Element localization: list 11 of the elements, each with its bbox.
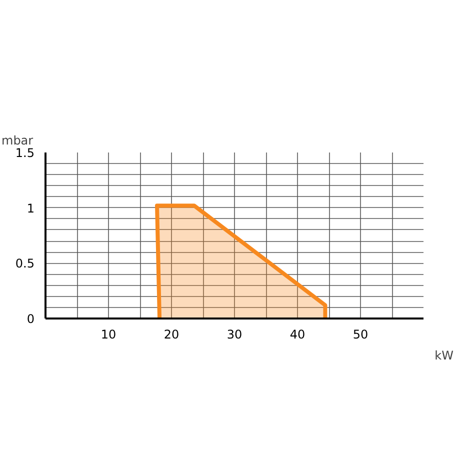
x-tick-label: 10 <box>100 328 116 342</box>
x-tick-label: 40 <box>290 328 306 342</box>
y-tick-label: 0.5 <box>15 256 35 271</box>
y-axis-title: mbar <box>2 134 34 148</box>
x-axis-title: kW <box>434 348 454 362</box>
x-tick-label: 30 <box>226 328 242 342</box>
y-tick-label: 0 <box>26 312 35 326</box>
y-tick-label: 1 <box>26 201 35 216</box>
y-tick-label: 1.5 <box>15 146 35 160</box>
x-tick-label: 50 <box>352 328 368 342</box>
x-tick-label: 20 <box>164 328 180 342</box>
